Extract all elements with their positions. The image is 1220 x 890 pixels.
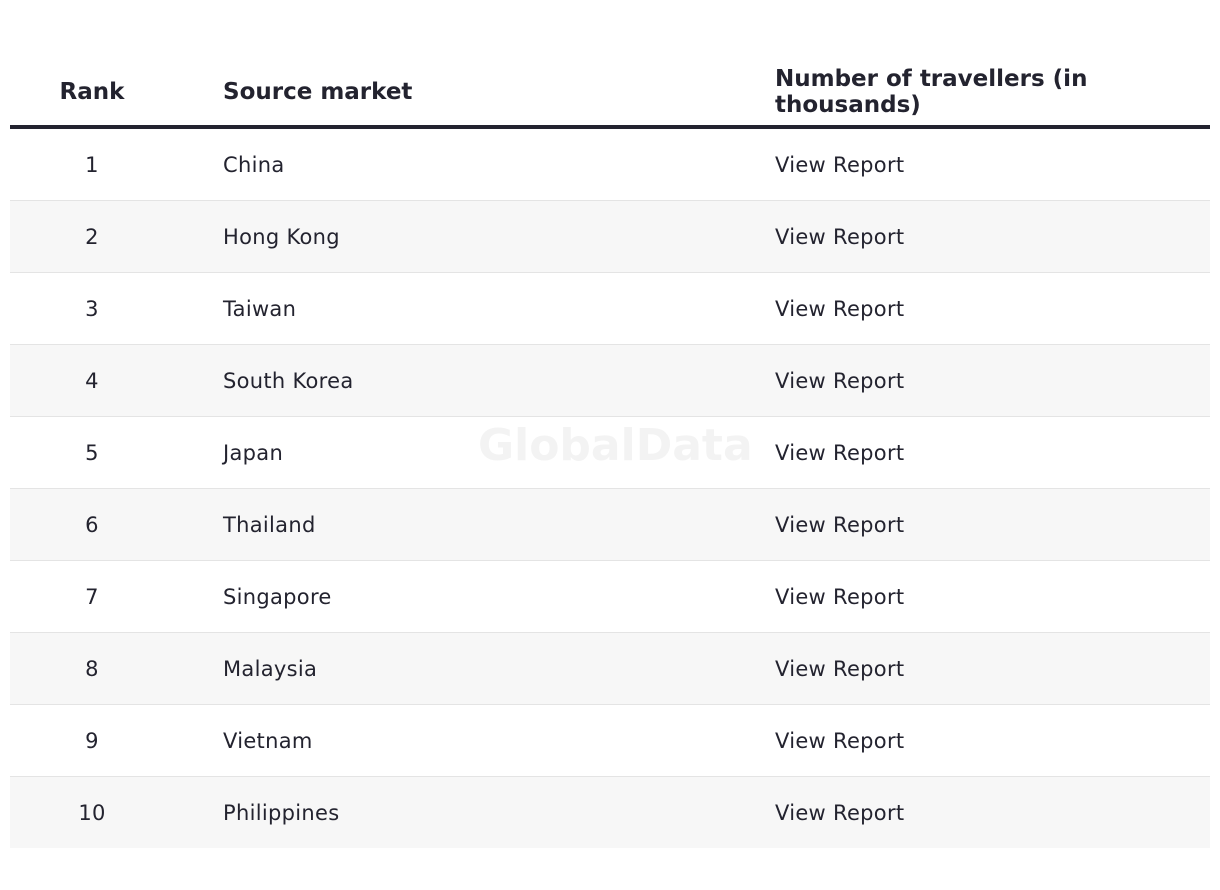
view-report-link[interactable]: View Report xyxy=(775,224,905,249)
rank-cell: 6 xyxy=(10,488,174,561)
rank-cell: 9 xyxy=(10,704,174,777)
table-row: 10 Philippines View Report xyxy=(10,776,1210,848)
rank-cell: 2 xyxy=(10,200,174,273)
table-row: 1 China View Report xyxy=(10,127,1210,201)
market-cell: Hong Kong xyxy=(174,200,726,273)
market-cell: Malaysia xyxy=(174,632,726,705)
header-cell: Rank xyxy=(10,58,174,129)
market-cell: Philippines xyxy=(174,776,726,848)
header-cell: Number of travellers (in thousands) xyxy=(726,58,1210,129)
market-cell: Taiwan xyxy=(174,272,726,345)
table-row: 8 Malaysia View Report xyxy=(10,632,1210,705)
view-report-link[interactable]: View Report xyxy=(775,584,905,609)
travellers-cell: View Report xyxy=(726,272,1210,345)
market-cell: South Korea xyxy=(174,344,726,417)
view-report-link[interactable]: View Report xyxy=(775,296,905,321)
travellers-cell: View Report xyxy=(726,488,1210,561)
travellers-cell: View Report xyxy=(726,416,1210,489)
rank-cell: 7 xyxy=(10,560,174,633)
table-row: 6 Thailand View Report xyxy=(10,488,1210,561)
table-row: 4 South Korea View Report xyxy=(10,344,1210,417)
table-row: 5 Japan View Report xyxy=(10,416,1210,489)
table-container: Rank Source market Number of travellers … xyxy=(10,58,1210,848)
view-report-link[interactable]: View Report xyxy=(775,728,905,753)
market-cell: China xyxy=(174,127,726,201)
rank-cell: 10 xyxy=(10,776,174,848)
header-row: Rank Source market Number of travellers … xyxy=(10,58,1210,129)
rank-cell: 4 xyxy=(10,344,174,417)
header-cell: Source market xyxy=(174,58,726,129)
table-row: 7 Singapore View Report xyxy=(10,560,1210,633)
travellers-cell: View Report xyxy=(726,560,1210,633)
market-cell: Thailand xyxy=(174,488,726,561)
travellers-cell: View Report xyxy=(726,776,1210,848)
table-row: 9 Vietnam View Report xyxy=(10,704,1210,777)
view-report-link[interactable]: View Report xyxy=(775,512,905,537)
travellers-cell: View Report xyxy=(726,344,1210,417)
table-head: Rank Source market Number of travellers … xyxy=(10,58,1210,129)
table-row: 2 Hong Kong View Report xyxy=(10,200,1210,273)
rank-cell: 1 xyxy=(10,127,174,201)
travellers-cell: View Report xyxy=(726,632,1210,705)
market-cell: Vietnam xyxy=(174,704,726,777)
market-cell: Singapore xyxy=(174,560,726,633)
view-report-link[interactable]: View Report xyxy=(775,800,905,825)
view-report-link[interactable]: View Report xyxy=(775,152,905,177)
market-cell: Japan xyxy=(174,416,726,489)
travellers-cell: View Report xyxy=(726,127,1210,201)
travellers-cell: View Report xyxy=(726,704,1210,777)
rank-cell: 5 xyxy=(10,416,174,489)
table-row: 3 Taiwan View Report xyxy=(10,272,1210,345)
view-report-link[interactable]: View Report xyxy=(775,440,905,465)
travellers-cell: View Report xyxy=(726,200,1210,273)
table-body: 1 China View Report 2 Hong Kong View Report 3 T… xyxy=(10,127,1210,848)
rank-cell: 8 xyxy=(10,632,174,705)
rank-cell: 3 xyxy=(10,272,174,345)
view-report-link[interactable]: View Report xyxy=(775,368,905,393)
data-table: Rank Source market Number of travellers … xyxy=(10,58,1210,848)
view-report-link[interactable]: View Report xyxy=(775,656,905,681)
